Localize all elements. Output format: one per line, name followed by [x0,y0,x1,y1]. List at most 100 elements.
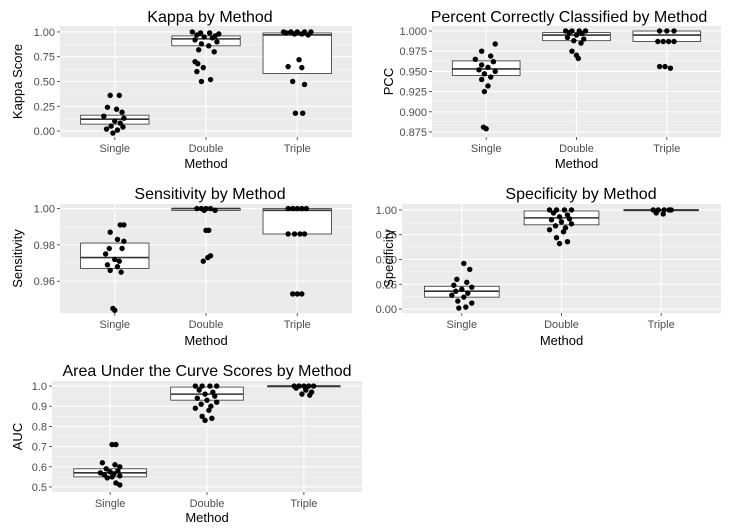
data-point-double [569,48,575,54]
x-tick-label-triple: Triple [290,498,317,510]
data-point-single [483,126,489,132]
data-point-triple [283,30,289,36]
data-point-single [488,53,494,59]
data-point-double [209,35,216,41]
data-point-single [116,258,123,264]
data-point-double [195,60,201,67]
data-point-double [196,47,202,53]
data-point-single [117,482,123,488]
data-point-triple [299,64,305,71]
x-tick-label-double: Double [190,498,225,510]
data-point-single [102,251,109,257]
chart-title: Sensitivity by Method [134,186,285,203]
data-point-double [546,227,553,233]
data-point-single [469,284,475,290]
data-point-single [99,460,106,466]
y-tick-label: 0.25 [376,279,397,291]
data-point-double [566,216,573,222]
y-axis-title: AUC [10,423,25,450]
data-point-triple [289,291,296,297]
data-point-single [463,304,469,310]
y-tick-label: 0.925 [399,87,427,99]
data-point-double [568,221,575,227]
data-point-double [581,36,587,42]
data-point-single [453,288,459,294]
x-axis-title: Method [185,510,228,525]
data-point-double [566,29,572,36]
data-point-triple [671,28,677,34]
data-point-double [189,29,196,35]
x-tick-label-single: Single [447,319,478,331]
data-point-double [558,219,565,225]
data-point-triple [294,205,300,212]
x-tick-label-double: Double [189,319,224,331]
data-point-single [488,74,494,80]
data-point-single [481,71,488,77]
data-point-triple [299,291,305,297]
y-tick-label: 0.7 [32,442,47,454]
y-tick-label: 0.00 [34,126,55,138]
data-point-double [207,205,214,212]
y-tick-label: 1.0 [32,381,47,393]
y-tick-label: 1.00 [34,27,55,39]
data-point-triple [291,31,298,37]
data-point-double [556,240,563,247]
data-point-single [485,83,491,89]
data-point-triple [285,231,291,237]
data-point-single [118,269,124,275]
data-point-double [579,30,585,37]
data-point-single [478,62,485,68]
data-point-triple [299,31,305,37]
data-point-double [552,223,559,229]
x-tick-label-triple: Triple [284,143,311,155]
x-tick-label-single: Single [471,143,502,155]
data-point-single [101,113,107,119]
y-tick-label: 0.975 [399,46,427,58]
data-point-triple [662,63,668,70]
box-single [80,242,150,269]
data-point-single [456,305,462,311]
data-point-double [194,68,200,75]
data-point-single [490,59,497,65]
data-point-triple [289,78,296,85]
data-point-double [196,387,202,393]
data-point-double [546,207,553,213]
data-point-single [107,229,113,235]
data-point-single [113,441,119,448]
data-point-double [201,34,207,40]
data-point-double [573,32,580,38]
data-point-double [213,399,220,405]
data-point-triple [296,56,302,63]
data-point-double [198,78,205,85]
chart-panel-1: 0.00 0.25 0.50 0.75 1.00 Single Double Triple Ka… [10,9,352,171]
data-point-double [556,214,563,220]
x-tick-label-double: Double [189,143,224,155]
data-point-double [192,37,198,43]
x-axis-title: Method [184,156,227,171]
data-point-double [214,39,220,45]
data-point-single [464,279,470,285]
x-axis-title: Method [540,333,583,348]
data-point-double [200,64,206,71]
data-point-single [116,92,123,99]
chart-panel-3: 0.96 0.98 1.00 Single Double Triple Sensitivit… [10,186,352,348]
data-point-double [212,393,218,399]
y-tick-label: 0.96 [34,276,55,288]
data-point-triple [285,63,291,70]
box-triple [262,208,332,235]
x-tick-label-triple: Triple [653,143,680,155]
data-point-single [476,67,482,73]
data-point-triple [667,65,674,71]
x-tick-label-single: Single [99,143,130,155]
data-point-triple [301,231,308,237]
data-point-double [564,34,571,41]
data-point-single [112,462,118,468]
data-point-double [550,210,557,216]
data-point-double [212,207,218,214]
y-tick-label: 0.8 [32,421,47,433]
data-point-triple [294,291,300,297]
data-point-single [114,127,121,133]
data-point-triple [660,211,666,217]
chart-title: Percent Correctly Classified by Method [431,9,708,26]
